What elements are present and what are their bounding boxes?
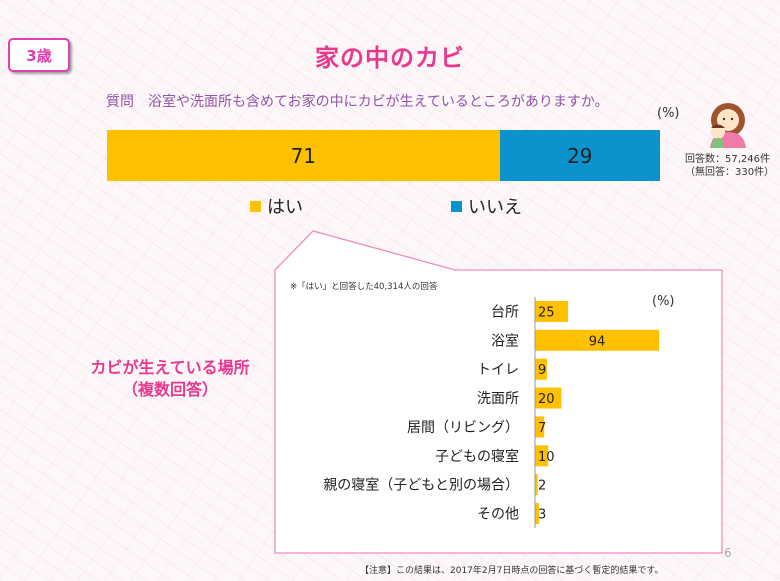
footnote: 【注意】この結果は、2017年2月7日時点の回答に基づく暫定的結果です。 xyxy=(360,566,664,576)
page-title: 家の中のカビ xyxy=(315,44,465,72)
mold-location-label-line2: （複数回答） xyxy=(121,380,218,399)
data-label: 2 xyxy=(538,479,546,494)
respondent-count-line2: （無回答：330件） xyxy=(685,167,775,178)
percent-unit-top: (%) xyxy=(657,106,680,121)
data-label: 25 xyxy=(538,305,555,320)
category-label: 浴室 xyxy=(491,332,519,349)
bar xyxy=(535,474,538,496)
question-text: 質問 浴室や洗面所も含めてお家の中にカビが生えているところがありますか。 xyxy=(106,94,609,110)
yes-no-stacked-bar: 71 29 xyxy=(107,130,660,181)
stack-segment-no: 29 xyxy=(499,130,660,181)
category-label: 親の寝室（子どもと別の場合） xyxy=(323,477,519,494)
category-label: 台所 xyxy=(491,304,519,320)
data-label: 20 xyxy=(538,392,555,407)
data-label: 3 xyxy=(538,508,546,523)
legend-yes-swatch xyxy=(250,200,261,212)
legend-no-swatch xyxy=(451,200,462,212)
legend-no: いいえ xyxy=(451,193,522,219)
bar xyxy=(535,387,562,409)
bar xyxy=(535,300,568,322)
bar xyxy=(535,445,549,467)
data-label: 9 xyxy=(538,363,546,378)
legend-yes: はい xyxy=(250,193,303,219)
bar xyxy=(535,503,539,525)
data-label: 10 xyxy=(538,450,555,465)
mold-location-label-line1: カビが生えている場所 xyxy=(90,358,250,377)
bar xyxy=(535,329,660,351)
bar xyxy=(535,358,547,380)
bar xyxy=(535,416,545,438)
category-label: 居間（リビング） xyxy=(407,420,519,436)
stack-label-yes: 71 xyxy=(290,143,317,168)
sub-note: ※「はい」と回答した40,314人の回答 xyxy=(290,282,438,292)
data-label: 7 xyxy=(538,421,546,436)
stack-label-no: 29 xyxy=(567,143,593,168)
category-label: 子どもの寝室 xyxy=(435,448,519,465)
category-label: その他 xyxy=(477,507,519,523)
mold-location-label: カビが生えている場所 （複数回答） xyxy=(80,357,260,401)
stack-segment-yes: 71 xyxy=(107,130,500,181)
respondent-count-line1: 回答数：57,246件 xyxy=(685,154,770,165)
parent-child-illustration-icon xyxy=(710,103,746,148)
legend-no-label: いいえ xyxy=(468,197,522,218)
page-number: 6 xyxy=(724,546,732,560)
percent-unit-bars: (%) xyxy=(652,294,675,309)
age-badge: 3歳 xyxy=(8,38,70,72)
category-label: 洗面所 xyxy=(477,391,519,407)
legend-yes-label: はい xyxy=(267,197,303,218)
data-label: 94 xyxy=(589,334,606,349)
category-label: トイレ xyxy=(477,362,519,378)
respondent-count: 回答数：57,246件 （無回答：330件） xyxy=(685,153,774,179)
